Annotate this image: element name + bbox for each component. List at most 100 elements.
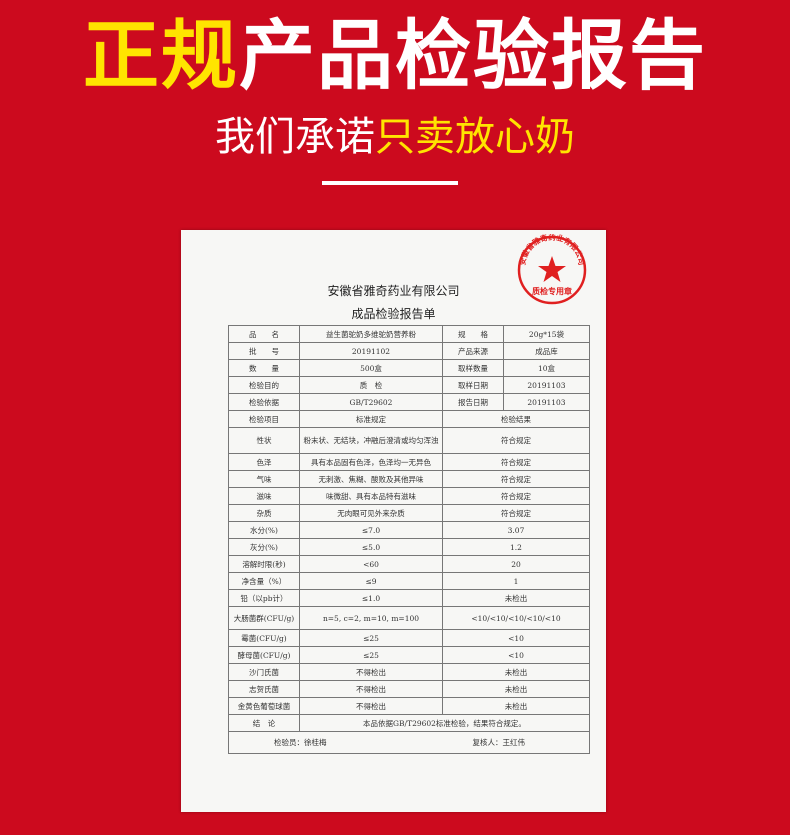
table-row: 净含量（%） ≤9 1 xyxy=(228,572,590,590)
table-cell: 性状 xyxy=(228,427,300,454)
table-row: 结 论本品依据GB/T29602标准检验，结果符合规定。 xyxy=(228,714,590,732)
table-row: 金黄色葡萄球菌 不得检出 未检出 xyxy=(228,697,590,715)
table-cell: 霉菌(CFU/g) xyxy=(228,629,300,647)
table-cell: n=5, c=2, m=10, m=100 xyxy=(299,606,443,630)
table-cell: 滋味 xyxy=(228,487,300,505)
table-row: 水分(%) ≤7.0 3.07 xyxy=(228,521,590,539)
table-cell: 1.2 xyxy=(442,538,590,556)
table-cell: 质 检 xyxy=(299,376,443,394)
table-cell: 复核人：王红伟 xyxy=(442,731,590,754)
table-cell: 500盒 xyxy=(299,359,443,377)
star-icon xyxy=(538,256,566,282)
table-row: 检验依据 GB/T29602 报告日期 20191103 xyxy=(228,393,590,411)
table-cell: <60 xyxy=(299,555,443,573)
report-title: 成品检验报告单 xyxy=(351,307,436,321)
table-cell: 符合规定 xyxy=(442,470,590,488)
table-cell: 本品依据GB/T29602标准检验，结果符合规定。 xyxy=(299,714,590,732)
table-row: 大肠菌群(CFU/g) n=5, c=2, m=10, m=100 <10/<10/… xyxy=(228,606,590,630)
table-cell: 10盒 xyxy=(503,359,590,377)
table-cell: 大肠菌群(CFU/g) xyxy=(228,606,300,630)
table-cell: ≤25 xyxy=(299,629,443,647)
table-cell: 未检出 xyxy=(442,589,590,607)
table-row: 铅（以pb计） ≤1.0 未检出 xyxy=(228,589,590,607)
table-cell: 不得检出 xyxy=(299,697,443,715)
table-cell: 酵母菌(CFU/g) xyxy=(228,646,300,664)
table-cell: 1 xyxy=(442,572,590,590)
table-cell: 符合规定 xyxy=(442,427,590,454)
table-cell: 溶解时限(秒) xyxy=(228,555,300,573)
table-cell: <10 xyxy=(442,646,590,664)
table-cell: 标准规定 xyxy=(299,410,443,428)
table-cell: 不得检出 xyxy=(299,663,443,681)
table-cell: ≤5.0 xyxy=(299,538,443,556)
table-row: 滋味 味微甜、具有本品特有滋味 符合规定 xyxy=(228,487,590,505)
table-cell: 3.07 xyxy=(442,521,590,539)
table-row: 溶解时限(秒) <60 20 xyxy=(228,555,590,573)
table-cell: 未检出 xyxy=(442,697,590,715)
table-cell: 结 论 xyxy=(228,714,300,732)
table-cell: GB/T29602 xyxy=(299,393,443,411)
company-name: 安徽省雅奇药业有限公司 xyxy=(327,284,460,298)
table-cell: 气味 xyxy=(228,470,300,488)
divider xyxy=(322,181,458,185)
table-cell: 检验依据 xyxy=(228,393,300,411)
table-cell: 味微甜、具有本品特有滋味 xyxy=(299,487,443,505)
table-row: 酵母菌(CFU/g) ≤25 <10 xyxy=(228,646,590,664)
table-cell: <10/<10/<10/<10/<10 xyxy=(442,606,590,630)
table-cell: 杂质 xyxy=(228,504,300,522)
table-cell: 粉末状、无结块，冲融后澄清或均匀浑浊 xyxy=(299,427,443,454)
table-cell: 20191103 xyxy=(503,393,590,411)
table-cell: 志贺氏菌 xyxy=(228,680,300,698)
table-row: 沙门氏菌 不得检出 未检出 xyxy=(228,663,590,681)
subtitle-plain: 我们承诺 xyxy=(215,114,375,160)
table-row: 霉菌(CFU/g) ≤25 <10 xyxy=(228,629,590,647)
table-cell: 取样数量 xyxy=(442,359,504,377)
stamp-center-text: 质检专用章 xyxy=(532,286,572,296)
table-row: 数 量 500盒 取样数量 10盒 xyxy=(228,359,590,377)
title-highlight: 正规 xyxy=(83,11,239,100)
title-rest: 产品检验报告 xyxy=(239,11,707,100)
table-cell: 无肉眼可见外来杂质 xyxy=(299,504,443,522)
table-cell: 检验员：徐桂梅 xyxy=(228,731,443,754)
table-cell: 未检出 xyxy=(442,680,590,698)
table-row: 灰分(%) ≤5.0 1.2 xyxy=(228,538,590,556)
table-row: 检验目的质 检取样日期 20191103 xyxy=(228,376,590,394)
table-cell: ≤7.0 xyxy=(299,521,443,539)
table-cell: 20g*15袋 xyxy=(503,325,590,343)
table-row: 志贺氏菌 不得检出 未检出 xyxy=(228,680,590,698)
inspection-report: 安徽省雅奇药业有限公司 成品检验报告单 品 名益生菌驼奶多维驼奶营养粉规 格 20… xyxy=(181,230,606,812)
table-cell: 不得检出 xyxy=(299,680,443,698)
report-table: 品 名益生菌驼奶多维驼奶营养粉规 格 20g*15袋批 号 20191102 产品来源… xyxy=(228,325,590,754)
table-cell: 符合规定 xyxy=(442,504,590,522)
table-cell: 灰分(%) xyxy=(228,538,300,556)
table-cell: 检验项目 xyxy=(228,410,300,428)
table-cell: 取样日期 xyxy=(442,376,504,394)
table-cell: 色泽 xyxy=(228,453,300,471)
table-row: 性状 粉末状、无结块，冲融后澄清或均匀浑浊 符合规定 xyxy=(228,427,590,454)
table-cell: 金黄色葡萄球菌 xyxy=(228,697,300,715)
table-cell: 产品来源 xyxy=(442,342,504,360)
table-cell: 批 号 xyxy=(228,342,300,360)
table-cell: 沙门氏菌 xyxy=(228,663,300,681)
table-cell: ≤1.0 xyxy=(299,589,443,607)
table-cell: 20 xyxy=(442,555,590,573)
table-cell: 益生菌驼奶多维驼奶营养粉 xyxy=(299,325,443,343)
table-cell: 未检出 xyxy=(442,663,590,681)
banner-subtitle: 我们承诺只卖放心奶 xyxy=(0,112,790,162)
table-cell: 检验目的 xyxy=(228,376,300,394)
table-row: 气味 无刺激、焦糊、酸败及其他异味 符合规定 xyxy=(228,470,590,488)
table-cell: 数 量 xyxy=(228,359,300,377)
table-cell: <10 xyxy=(442,629,590,647)
table-cell: 铅（以pb计） xyxy=(228,589,300,607)
table-row: 检验员：徐桂梅 复核人：王红伟 xyxy=(228,731,590,754)
table-cell: 净含量（%） xyxy=(228,572,300,590)
table-cell: 检验结果 xyxy=(442,410,590,428)
table-row: 检验项目 标准规定 检验结果 xyxy=(228,410,590,428)
subtitle-highlight: 只卖放心奶 xyxy=(375,114,575,160)
table-cell: 水分(%) xyxy=(228,521,300,539)
table-row: 杂质 无肉眼可见外来杂质 符合规定 xyxy=(228,504,590,522)
table-cell: 20191102 xyxy=(299,342,443,360)
table-row: 批 号 20191102 产品来源 成品库 xyxy=(228,342,590,360)
table-cell: 成品库 xyxy=(503,342,590,360)
table-cell: 报告日期 xyxy=(442,393,504,411)
